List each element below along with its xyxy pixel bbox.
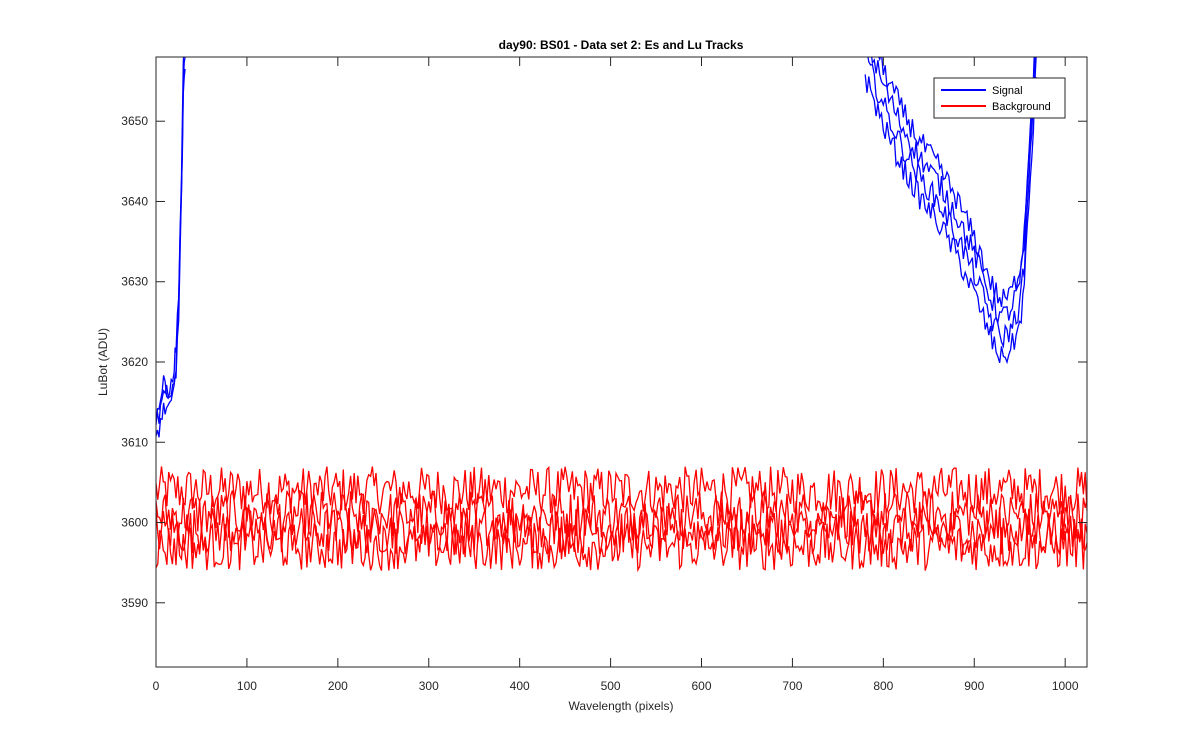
background-series-line — [156, 465, 1087, 515]
x-tick-label: 500 — [601, 679, 621, 693]
y-tick-label: 3610 — [121, 435, 148, 449]
y-tick-label: 3640 — [121, 194, 148, 208]
x-tick-label: 300 — [419, 679, 439, 693]
signal-series-line — [156, 68, 186, 438]
x-tick-label: 600 — [691, 679, 711, 693]
x-tick-label: 0 — [153, 679, 160, 693]
legend: Signal Background — [933, 77, 1066, 119]
y-tick-label: 3620 — [121, 355, 148, 369]
x-tick-label: 800 — [873, 679, 893, 693]
x-tick-label: 100 — [237, 679, 257, 693]
legend-signal-label: Signal — [992, 85, 1023, 97]
y-tick-label: 3630 — [121, 275, 148, 289]
y-tick-label: 3600 — [121, 516, 148, 530]
background-series-line — [156, 489, 1087, 540]
legend-background-label: Background — [992, 101, 1051, 113]
x-tick-label: 1000 — [1052, 679, 1079, 693]
signal-series-line — [875, 57, 1035, 308]
y-axis-title: LuBot (ADU) — [96, 328, 110, 396]
legend-box — [933, 77, 1066, 119]
signal-series-line — [871, 57, 1036, 324]
background-series-line — [156, 504, 1087, 556]
chart-title: day90: BS01 - Data set 2: Es and Lu Trac… — [499, 38, 744, 52]
signal-series-line — [867, 57, 1037, 349]
plot-area — [156, 57, 1087, 573]
x-tick-label: 200 — [328, 679, 348, 693]
y-tick-label: 3590 — [121, 596, 148, 610]
x-tick-label: 700 — [782, 679, 802, 693]
axes-box — [155, 56, 1088, 668]
x-tick-label: 400 — [510, 679, 530, 693]
x-tick-label: 900 — [964, 679, 984, 693]
x-axis-title: Wavelength (pixels) — [569, 699, 674, 713]
axis-ticks: 0 100 200 300 400 500 600 700 800 900 1000 3590 3600… — [121, 57, 1087, 693]
background-series-line — [156, 522, 1087, 573]
y-tick-label: 3650 — [121, 114, 148, 128]
signal-series-line — [864, 74, 1037, 365]
